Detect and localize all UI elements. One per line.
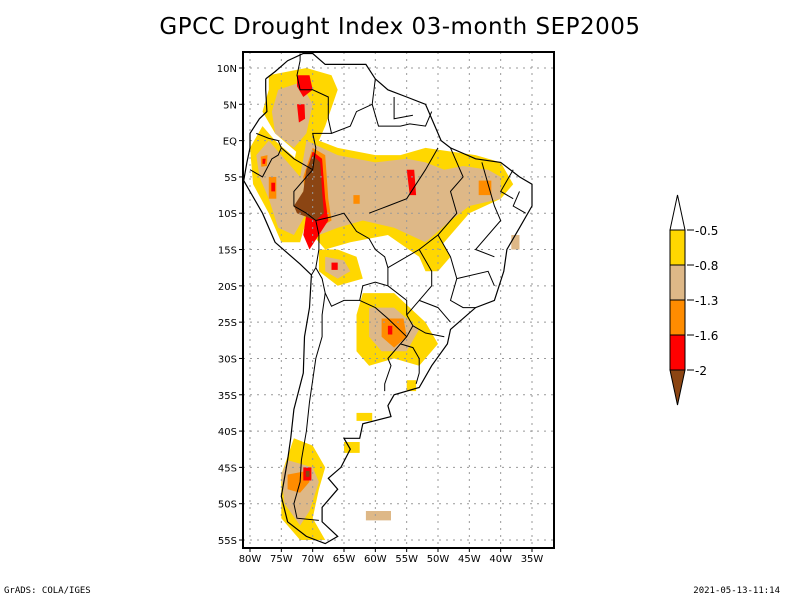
y-tick-label: 50S: [218, 500, 237, 511]
country-border: [456, 270, 495, 286]
y-tick-label: 35S: [218, 391, 237, 402]
country-border: [315, 267, 389, 307]
country-border: [293, 293, 326, 521]
shade-bolivia-red: [331, 262, 338, 270]
shade-uruguay-spot: [406, 380, 417, 392]
country-border: [371, 104, 433, 127]
y-tick-label: 10S: [218, 209, 237, 220]
country-border: [315, 212, 389, 286]
shade-northeast-spot: [511, 235, 520, 250]
country-border: [296, 53, 333, 170]
shade-peru-red: [271, 182, 276, 192]
drought-shading-layer: [250, 68, 520, 540]
footer-timestamp: 2021-05-13-11:14: [693, 586, 780, 596]
country-border: [310, 220, 320, 276]
x-tick-label: 50W: [427, 554, 450, 565]
shade-colombia-red: [297, 104, 306, 123]
shade-brazil-central-yellow: [412, 235, 451, 272]
colorbar-segment: [669, 299, 686, 336]
country-border: [500, 169, 514, 200]
shade-amazon-brown: [293, 155, 324, 221]
country-border: [412, 325, 445, 338]
country-border: [419, 299, 451, 323]
x-axis-ticks: 80W 75W 70W 65W 60W 55W 50W 45W 40W 35W: [239, 548, 544, 565]
x-tick-label: 70W: [301, 554, 324, 565]
country-border: [331, 78, 376, 134]
shade-ecuador-red: [262, 158, 266, 164]
y-tick-label: 15S: [218, 246, 237, 257]
colorbar-segment: [669, 334, 686, 371]
country-border: [280, 147, 313, 171]
x-tick-label: 80W: [239, 554, 262, 565]
y-tick-label: 45S: [218, 463, 237, 474]
shade-paraguay-orange: [381, 318, 407, 348]
y-tick-label: 40S: [218, 427, 237, 438]
colorbar-label: -1.3: [695, 294, 718, 308]
y-tick-label: 5N: [223, 100, 237, 111]
colorbar-top-arrow: [669, 194, 686, 231]
shade-amazon-red-central: [406, 169, 417, 196]
y-tick-label: 20S: [218, 282, 237, 293]
x-tick-label: 40W: [489, 554, 512, 565]
y-axis-ticks: 10N 5N EQ 5S 10S 15S 20S 25S 30S 35S 40S 45S 50S 55S: [217, 64, 243, 547]
geography-lines: [243, 52, 533, 545]
colorbar-segment: [669, 229, 686, 266]
country-border: [293, 169, 317, 221]
colorbar-segment: [669, 264, 686, 301]
colorbar: -0.5 -0.8 -1.3 -1.6 -2: [669, 194, 718, 406]
footer-credit: GrADS: COLA/IGES: [4, 586, 91, 596]
shade-amazon-tan: [300, 140, 501, 243]
colorbar-label: -2: [695, 364, 707, 378]
shade-pampas-spot: [356, 412, 373, 421]
x-tick-label: 75W: [270, 554, 293, 565]
chart-title: GPCC Drought Index 03-month SEP2005: [159, 14, 641, 40]
country-border: [384, 336, 408, 392]
y-tick-label: 55S: [218, 536, 237, 547]
shade-bahia-blanca-spot: [344, 442, 360, 453]
country-border: [249, 132, 282, 178]
shade-amazon-orange-spot: [353, 195, 360, 204]
country-border: [368, 147, 439, 214]
country-border: [474, 162, 502, 258]
country-border: [359, 285, 414, 338]
colorbar-label: -1.6: [695, 329, 718, 343]
shade-patagonia-brown: [305, 471, 310, 477]
colorbar-label: -0.8: [695, 259, 718, 273]
country-border: [400, 343, 420, 385]
country-border: [437, 234, 476, 309]
coastline: [243, 52, 533, 545]
y-tick-label: EQ: [223, 137, 237, 148]
shade-falklands: [365, 511, 391, 521]
y-tick-label: 25S: [218, 318, 237, 329]
map-frame: [242, 51, 555, 549]
colorbar-label: -0.5: [695, 224, 718, 238]
x-tick-label: 35W: [521, 554, 544, 565]
shade-northern-andes-colombia-core: [271, 82, 313, 148]
y-tick-label: 5S: [224, 173, 237, 184]
x-tick-label: 65W: [333, 554, 356, 565]
x-tick-label: 55W: [395, 554, 418, 565]
y-tick-label: 10N: [217, 64, 237, 75]
x-tick-label: 45W: [458, 554, 481, 565]
shade-paraguay-red: [387, 325, 393, 335]
x-tick-label: 60W: [364, 554, 387, 565]
gridlines: [243, 52, 554, 548]
country-border: [393, 97, 413, 120]
shade-venezuela-core: [297, 75, 313, 97]
y-tick-label: 30S: [218, 354, 237, 365]
country-border: [512, 191, 526, 214]
country-border: [406, 249, 433, 316]
colorbar-bottom-arrow: [669, 369, 686, 406]
